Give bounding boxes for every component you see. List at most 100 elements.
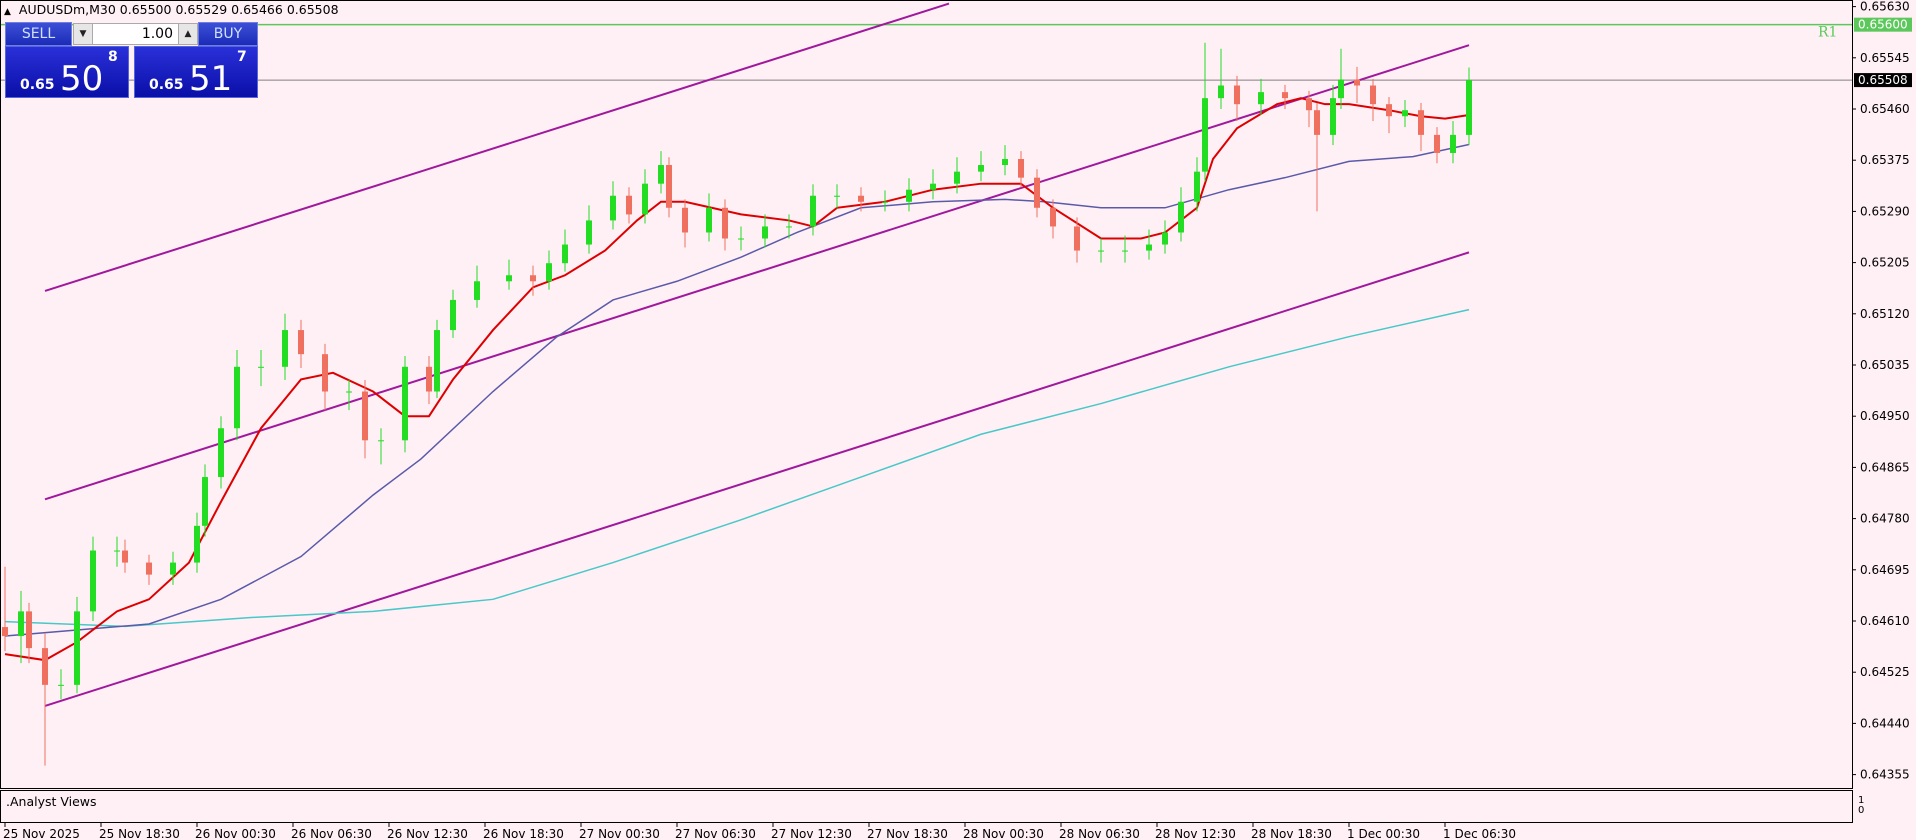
candle-body	[1466, 80, 1472, 135]
candle-body	[434, 330, 440, 392]
candle-body	[626, 195, 632, 215]
candle-body	[114, 550, 120, 552]
x-tick-label: 27 Nov 18:30	[867, 827, 948, 840]
x-tick-label: 1 Dec 06:30	[1443, 827, 1516, 840]
plot-area	[0, 2, 1852, 766]
candle-body	[402, 366, 408, 441]
candle-body	[1002, 158, 1008, 166]
candle-body	[1370, 85, 1376, 105]
candle-body	[1258, 92, 1264, 105]
candle-body	[546, 263, 552, 282]
candle-body	[1354, 79, 1360, 86]
x-tick-label: 26 Nov 18:30	[483, 827, 564, 840]
ohlc-open: 0.65500	[119, 2, 172, 17]
candle-body	[202, 477, 208, 526]
candle-body	[58, 684, 64, 686]
y-tick-label: 0.65290	[1860, 204, 1910, 218]
candle-body	[954, 171, 960, 184]
current-price-tag-bg	[1854, 73, 1912, 88]
collapse-triangle-icon[interactable]: ▲	[4, 7, 11, 17]
candle-body	[450, 299, 456, 331]
candle-body	[90, 550, 96, 612]
candle-body	[930, 183, 936, 190]
x-tick-label: 27 Nov 12:30	[771, 827, 852, 840]
candle-body	[642, 183, 648, 215]
subwindow-indicator-label: .Analyst Views	[6, 794, 97, 809]
channel-line-0	[44, 2, 950, 292]
candle-body	[1282, 92, 1288, 99]
subwindow-scale-label: 0	[1858, 805, 1864, 816]
candle-body	[218, 428, 224, 478]
candle-body	[362, 391, 368, 441]
candle-body	[346, 391, 352, 393]
buy-price-box[interactable]: 0.65 51 7	[134, 46, 258, 99]
candle-body	[298, 330, 304, 355]
candle-body	[834, 195, 840, 197]
candle-body	[706, 207, 712, 233]
lot-size-input[interactable]: 1.00	[93, 23, 179, 45]
candle-body	[122, 550, 128, 563]
candle-body	[1202, 98, 1208, 172]
x-tick-label: 26 Nov 06:30	[291, 827, 372, 840]
candle-body	[322, 354, 328, 392]
candle-body	[1314, 110, 1320, 135]
candle-body	[1122, 250, 1128, 252]
ma-slow-line	[4, 308, 1470, 628]
one-click-trading-panel: SELL ▼ 1.00 ▲ BUY 0.65 50 8 0.65 51 7	[5, 22, 258, 99]
y-tick-label: 0.64780	[1860, 512, 1910, 526]
candle-body	[786, 226, 792, 228]
x-tick-label: 27 Nov 00:30	[579, 827, 660, 840]
candle-body	[682, 207, 688, 233]
candle-body	[1018, 158, 1024, 178]
main-chart-border	[0, 0, 1853, 789]
candle-body	[1074, 226, 1080, 251]
ohlc-high: 0.65529	[175, 2, 228, 17]
candle-body	[1194, 171, 1200, 202]
candle-body	[610, 195, 616, 221]
buy-button[interactable]: BUY	[198, 22, 258, 46]
candle-body	[1338, 79, 1344, 99]
candle-body	[562, 244, 568, 264]
candle-body	[18, 611, 24, 637]
x-tick-label: 28 Nov 00:30	[963, 827, 1044, 840]
lot-decrease-icon[interactable]: ▼	[73, 23, 93, 45]
sell-button[interactable]: SELL	[5, 22, 72, 46]
candle-body	[1434, 134, 1440, 153]
lot-increase-icon[interactable]: ▲	[178, 23, 198, 45]
y-tick-label: 0.65375	[1860, 153, 1910, 167]
ohlc-close: 0.65508	[286, 2, 339, 17]
buy-price-pips: 51	[189, 59, 233, 99]
y-tick-label: 0.64440	[1860, 716, 1910, 730]
candle-body	[1034, 177, 1040, 208]
y-tick-label: 0.65460	[1860, 102, 1910, 116]
x-tick-label: 26 Nov 00:30	[195, 827, 276, 840]
candle-body	[762, 226, 768, 239]
candle-body	[426, 366, 432, 392]
candle-body	[258, 366, 264, 368]
candle-body	[1330, 98, 1336, 135]
sell-price-box[interactable]: 0.65 50 8	[5, 46, 129, 99]
candle-body	[234, 366, 240, 429]
ohlc-low: 0.65466	[231, 2, 283, 17]
candle-body	[378, 440, 384, 442]
candle-body	[506, 275, 512, 282]
y-tick-label: 0.64355	[1860, 768, 1910, 782]
candle-body	[1146, 244, 1152, 251]
candle-body	[1450, 134, 1456, 153]
y-tick-label: 0.65545	[1860, 51, 1910, 65]
candle-body	[42, 648, 48, 685]
channel-line-2	[44, 251, 1470, 707]
buy-price-fraction: 7	[237, 49, 247, 65]
candle-body	[1386, 104, 1392, 117]
candle-body	[282, 330, 288, 367]
candle-body	[906, 189, 912, 202]
candle-body	[882, 201, 888, 203]
y-tick-label: 0.64695	[1860, 563, 1910, 577]
buy-price-prefix: 0.65	[149, 77, 184, 93]
sell-price-pips: 50	[60, 59, 104, 99]
candle-body	[530, 275, 536, 282]
candle-body	[2, 627, 8, 637]
symbol-timeframe: AUDUSDm,M30	[18, 2, 116, 17]
ma-mid-line	[4, 143, 1470, 637]
